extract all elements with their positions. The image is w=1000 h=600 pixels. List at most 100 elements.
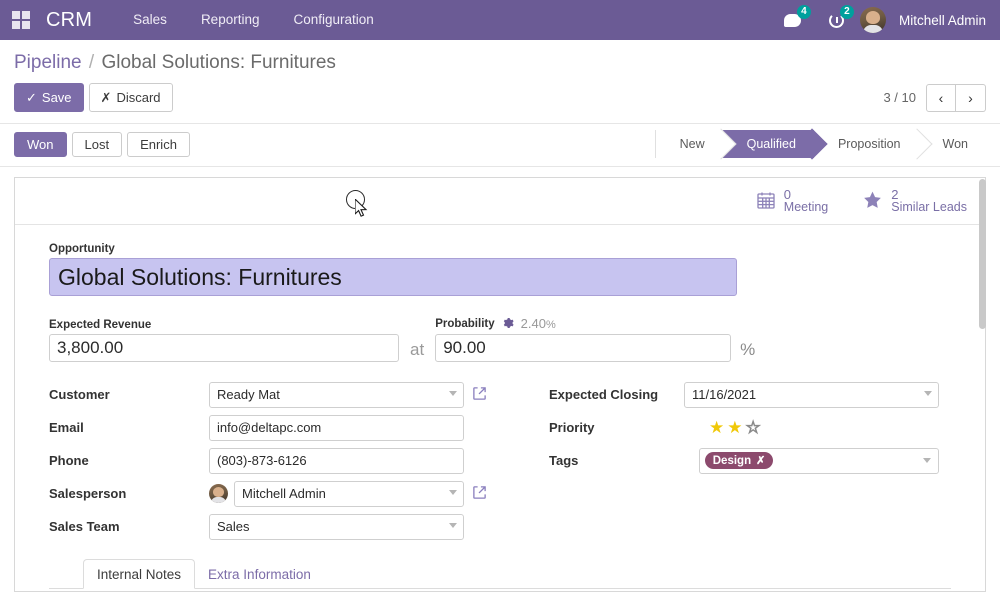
sheet-scrollbar-thumb[interactable]: [979, 179, 986, 329]
probability-input[interactable]: [435, 334, 732, 362]
star-icon: [862, 190, 883, 213]
notebook-tabs: Internal Notes Extra Information: [49, 559, 951, 589]
stage-won[interactable]: Won: [918, 130, 986, 158]
activities-count-badge: 2: [839, 5, 854, 19]
chevron-down-icon[interactable]: [449, 489, 457, 495]
app-brand-crm[interactable]: CRM: [46, 8, 93, 31]
messages-count-badge: 4: [796, 5, 811, 19]
field-row-expected-closing: Expected Closing: [549, 378, 939, 411]
save-button[interactable]: ✓ Save: [14, 83, 84, 112]
customer-label: Customer: [49, 387, 110, 402]
form-left-column: Customer: [49, 378, 494, 543]
similar-leads-stat-text: 2 Similar Leads: [891, 188, 967, 214]
nav-menu-reporting[interactable]: Reporting: [200, 12, 260, 27]
similar-leads-count: 2: [891, 187, 899, 202]
form-sheet-container: 0 Meeting 2 Similar Leads Opportunity: [0, 167, 1000, 592]
sales-team-input[interactable]: [209, 513, 464, 540]
salesperson-label: Salesperson: [49, 486, 127, 501]
apps-grid-icon[interactable]: [10, 10, 32, 30]
breadcrumb-pipeline[interactable]: Pipeline: [14, 52, 82, 73]
tags-label: Tags: [549, 453, 579, 468]
meeting-stat-button[interactable]: 0 Meeting: [756, 188, 828, 214]
enrich-button[interactable]: Enrich: [127, 131, 190, 157]
expected-closing-control: [684, 381, 939, 408]
probability-group: Probability 2.40% %: [435, 316, 755, 362]
expected-revenue-group: Expected Revenue: [49, 319, 399, 362]
at-separator-label: at: [410, 340, 425, 359]
form-sheet: 0 Meeting 2 Similar Leads Opportunity: [14, 177, 986, 592]
customer-input[interactable]: [209, 381, 464, 408]
stage-new[interactable]: New: [655, 130, 723, 158]
customer-external-link-icon[interactable]: [470, 386, 487, 404]
form-columns: Customer: [49, 378, 951, 543]
discard-button-label: Discard: [116, 90, 161, 105]
chevron-down-icon[interactable]: [449, 390, 457, 396]
sheet-scrollbar[interactable]: [979, 177, 986, 592]
phone-field[interactable]: [209, 447, 464, 474]
email-control: [209, 414, 464, 441]
tag-design-label: Design: [712, 454, 752, 467]
breadcrumb-current: Global Solutions: Furnitures: [101, 52, 336, 73]
probability-header: Probability 2.40%: [435, 316, 755, 331]
stat-button-box: 0 Meeting 2 Similar Leads: [15, 178, 985, 225]
priority-star-1[interactable]: ★: [709, 418, 725, 437]
breadcrumb-separator: /: [88, 52, 95, 73]
gear-icon[interactable]: [502, 317, 514, 331]
salesperson-select-wrap: [234, 480, 464, 507]
save-button-label: Save: [41, 90, 72, 105]
top-navbar: CRM Sales Reporting Configuration 4 2 Mi…: [0, 0, 1000, 40]
salesperson-input[interactable]: [234, 480, 464, 507]
chevron-down-icon[interactable]: [449, 522, 457, 528]
priority-star-2[interactable]: ★: [727, 418, 743, 437]
meeting-count: 0: [783, 187, 792, 202]
nav-menu-sales[interactable]: Sales: [133, 12, 167, 27]
sales-team-select-wrap: [209, 513, 464, 540]
chevron-down-icon[interactable]: [924, 390, 932, 396]
stage-statusbar: New Qualified Proposition Won: [654, 130, 986, 158]
salesperson-external-link-icon[interactable]: [470, 485, 487, 503]
tab-extra-information[interactable]: Extra Information: [208, 567, 311, 582]
nav-menu-configuration[interactable]: Configuration: [293, 12, 374, 27]
stage-qualified[interactable]: Qualified: [722, 130, 814, 158]
probability-percent-suffix: %: [740, 340, 756, 359]
email-field[interactable]: [209, 414, 464, 441]
mark-lost-button[interactable]: Lost: [71, 131, 123, 157]
priority-stars: ★ ★ ☆: [709, 418, 761, 437]
control-panel: Pipeline / Global Solutions: Furnitures …: [0, 40, 1000, 124]
field-row-salesperson: Salesperson: [49, 477, 494, 510]
expected-revenue-input[interactable]: [49, 334, 399, 362]
stage-proposition[interactable]: Proposition: [813, 130, 919, 158]
clock-activity-icon: [828, 12, 844, 28]
priority-star-3[interactable]: ☆: [745, 418, 761, 437]
field-row-customer: Customer: [49, 378, 494, 411]
customer-control: [209, 381, 487, 408]
avatar[interactable]: [859, 7, 886, 33]
calendar-icon: [756, 190, 776, 213]
chat-bubble-icon: [783, 13, 801, 27]
email-label: Email: [49, 420, 84, 435]
tag-remove-x-icon[interactable]: ✗: [756, 455, 766, 467]
tags-field[interactable]: Design ✗: [698, 447, 939, 474]
probability-auto-value: 2.40%: [521, 316, 556, 331]
activities-button[interactable]: 2: [817, 0, 856, 40]
field-row-email: Email: [49, 411, 494, 444]
pager-next-button[interactable]: ›: [956, 83, 986, 112]
similar-leads-stat-button[interactable]: 2 Similar Leads: [862, 188, 967, 214]
mark-won-button[interactable]: Won: [14, 131, 67, 157]
sales-team-label: Sales Team: [49, 519, 120, 534]
expected-closing-input[interactable]: [684, 381, 939, 408]
sales-team-control: [209, 513, 464, 540]
salesperson-control: [209, 480, 487, 507]
tab-internal-notes[interactable]: Internal Notes: [83, 559, 196, 589]
field-row-phone: Phone: [49, 444, 494, 477]
discard-button[interactable]: ✗ Discard: [88, 83, 173, 112]
messages-button[interactable]: 4: [772, 0, 813, 40]
tag-design[interactable]: Design ✗: [704, 452, 774, 469]
opportunity-input[interactable]: [49, 258, 737, 296]
record-pager: 3 / 10 ‹ ›: [883, 83, 986, 112]
pager-previous-button[interactable]: ‹: [926, 83, 956, 112]
phone-label: Phone: [49, 453, 89, 468]
customer-select-wrap: [209, 381, 464, 408]
chevron-down-icon[interactable]: [923, 457, 931, 463]
user-menu-label[interactable]: Mitchell Admin: [898, 12, 986, 28]
